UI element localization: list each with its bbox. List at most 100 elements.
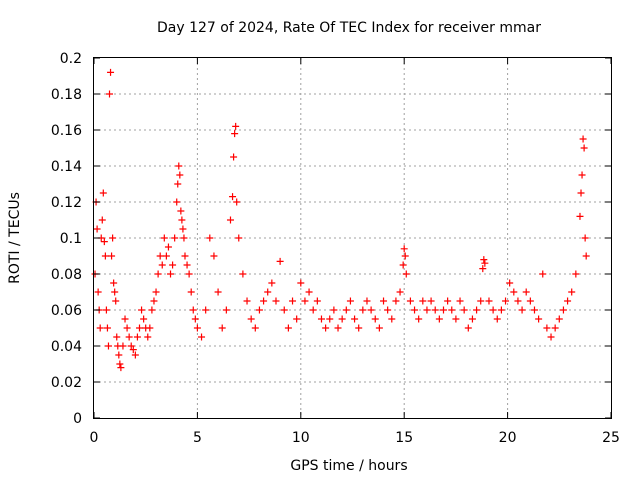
data-point <box>133 333 141 341</box>
data-point <box>187 288 195 296</box>
data-point <box>577 189 585 197</box>
y-tick-label: 0.14 <box>51 159 82 175</box>
data-point <box>301 297 309 305</box>
data-point <box>178 216 186 224</box>
data-point <box>313 297 321 305</box>
data-point <box>131 351 139 359</box>
data-point <box>401 252 409 260</box>
axes: 0 5 10 15 20 25 0 0.02 0.04 0.06 0.08 0.1 0.12 0.14 0.… <box>51 51 620 446</box>
data-point <box>479 265 487 273</box>
data-point <box>564 297 572 305</box>
data-point <box>226 216 234 224</box>
data-point <box>154 270 162 278</box>
data-point <box>363 297 371 305</box>
data-point <box>309 306 317 314</box>
data-point <box>230 153 238 161</box>
data-point <box>144 333 152 341</box>
data-point <box>330 306 338 314</box>
data-point <box>125 333 133 341</box>
data-point <box>539 270 547 278</box>
data-point <box>101 252 109 260</box>
data-point <box>181 252 189 260</box>
data-point <box>448 306 456 314</box>
data-point <box>305 288 313 296</box>
data-point <box>551 324 559 332</box>
data-point <box>480 256 488 264</box>
data-point <box>580 144 588 152</box>
y-tick-label: 0.12 <box>51 195 82 211</box>
data-point <box>162 252 170 260</box>
data-point <box>334 324 342 332</box>
y-tick-label: 0.18 <box>51 87 82 103</box>
y-tick-label: 0.1 <box>60 231 82 247</box>
data-point <box>371 315 379 323</box>
data-point <box>121 315 129 323</box>
data-point <box>119 342 127 350</box>
data-point <box>582 252 590 260</box>
data-point <box>255 306 263 314</box>
data-point <box>117 364 125 372</box>
data-point <box>518 306 526 314</box>
data-point <box>477 297 485 305</box>
data-point <box>180 234 188 242</box>
data-point <box>272 297 280 305</box>
data-point <box>113 333 121 341</box>
data-point <box>183 261 191 269</box>
data-point <box>506 279 514 287</box>
data-point <box>280 306 288 314</box>
data-point <box>222 306 230 314</box>
data-point <box>193 324 201 332</box>
data-point <box>107 68 115 76</box>
data-point <box>191 315 199 323</box>
x-tick-label: 20 <box>499 430 517 446</box>
y-tick-label: 0.2 <box>60 51 82 67</box>
data-point <box>185 270 193 278</box>
data-point <box>150 297 158 305</box>
data-point <box>171 234 179 242</box>
data-point <box>423 306 431 314</box>
data-point <box>229 193 237 201</box>
data-point <box>158 261 166 269</box>
data-point <box>167 270 175 278</box>
data-point <box>123 324 131 332</box>
data-point <box>233 198 241 206</box>
data-point <box>375 324 383 332</box>
data-point <box>399 261 407 269</box>
data-point <box>156 252 164 260</box>
data-point <box>111 288 119 296</box>
data-point <box>129 346 137 354</box>
data-point <box>576 212 584 220</box>
data-point <box>146 324 154 332</box>
data-point <box>481 259 489 267</box>
data-point <box>239 270 247 278</box>
data-point <box>355 324 363 332</box>
data-point <box>108 252 116 260</box>
data-point <box>415 315 423 323</box>
data-point <box>342 306 350 314</box>
y-tick-label: 0.16 <box>51 123 82 139</box>
data-point <box>388 315 396 323</box>
data-point <box>493 315 501 323</box>
data-point <box>264 288 272 296</box>
data-point <box>464 324 472 332</box>
data-point <box>384 306 392 314</box>
data-points <box>91 68 590 372</box>
data-point <box>202 306 210 314</box>
data-point <box>460 306 468 314</box>
data-point <box>115 351 123 359</box>
data-point <box>411 306 419 314</box>
data-point <box>243 297 251 305</box>
data-point <box>260 297 268 305</box>
chart-title: Day 127 of 2024, Rate Of TEC Index for r… <box>157 20 541 36</box>
data-point <box>210 252 218 260</box>
data-point <box>581 234 589 242</box>
data-point <box>135 324 143 332</box>
data-point <box>514 297 522 305</box>
data-point <box>140 315 148 323</box>
data-point <box>456 297 464 305</box>
data-point <box>367 306 375 314</box>
data-point <box>96 324 104 332</box>
data-point <box>439 306 447 314</box>
y-tick-label: 0.06 <box>51 303 82 319</box>
data-point <box>98 216 106 224</box>
